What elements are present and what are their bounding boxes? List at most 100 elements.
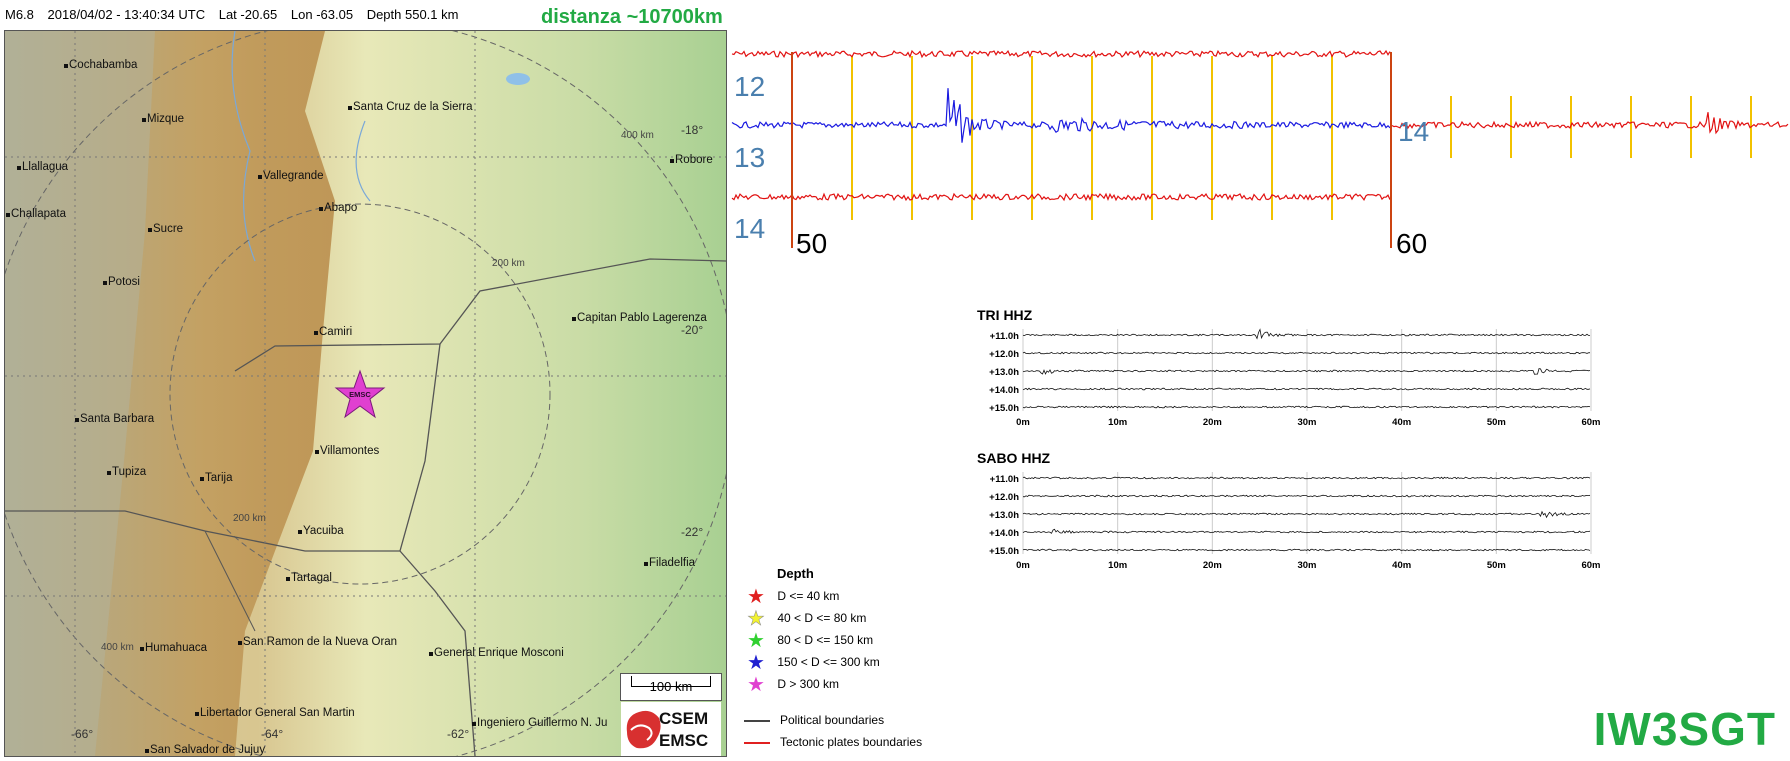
lake — [506, 73, 530, 85]
river — [355, 120, 371, 202]
logo-text-csem: CSEM — [659, 709, 708, 728]
seismogram-row-label: +11.0h — [990, 331, 1020, 342]
seismogram-tick-label: 10m — [1108, 560, 1127, 571]
city-label: Robore — [675, 154, 713, 166]
city-markers: Cochabamba Mizque Santa Cruz de la Sierr… — [6, 59, 713, 756]
lon-label: -62° — [447, 727, 469, 741]
radius-label: 400 km — [621, 130, 654, 141]
seismogram-plot: 0m 10m 20m 30m 40m 50m 60m +11.0h +12.0h +13.0h +1… — [989, 328, 1601, 428]
seismogram-tick-label: 40m — [1392, 417, 1411, 428]
seismogram-tick-label: 0m — [1016, 560, 1030, 571]
legend-line-item: Tectonic plates boundaries — [744, 732, 922, 752]
map-scale-bar: 100 km — [620, 673, 722, 701]
event-magnitude: M6.8 — [5, 7, 34, 22]
seismogram-row-label: +14.0h — [989, 528, 1019, 539]
seismogram-trace — [1022, 368, 1591, 375]
radius-label: 400 km — [101, 642, 134, 653]
seismogram-row-label: +14.0h — [989, 385, 1019, 396]
seismogram-trace — [1022, 510, 1591, 519]
event-lat: Lat -20.65 — [218, 7, 278, 22]
city-label: Santa Cruz de la Sierra — [353, 101, 473, 113]
seismogram-title: SABO HHZ — [977, 450, 1051, 466]
seismogram-sabo: SABO HHZ 0m 10m 20m 30m 40m 50m 60m +11.0h +12.0… — [975, 450, 1615, 580]
city-label: Tarija — [205, 472, 233, 484]
seismogram-row-label: +13.0h — [989, 367, 1019, 378]
emsc-logo[interactable]: CSEM EMSC — [621, 702, 721, 756]
radius-circle-200km — [169, 203, 551, 585]
radius-label: 200 km — [233, 513, 266, 524]
seismogram-row-label: +12.0h — [989, 349, 1019, 360]
seismogram-trace — [1022, 328, 1591, 340]
star-icon: ★ — [747, 585, 765, 608]
seismogram-plot: 0m 10m 20m 30m 40m 50m 60m +11.0h +12.0h +13.0h +1… — [989, 472, 1601, 571]
seismogram-trace — [1022, 494, 1591, 498]
city-label: Yacuiba — [303, 525, 344, 537]
legend-item: ★ 40 < D <= 80 km — [744, 607, 867, 630]
altiplano-relief — [5, 31, 155, 756]
political-boundary — [234, 258, 726, 372]
seismogram-trace — [1022, 548, 1591, 552]
lon-label: -66° — [71, 727, 93, 741]
city-label: Santa Barbara — [80, 413, 155, 425]
seismogram-tick-label: 60m — [1581, 560, 1600, 571]
city-label: Capitan Pablo Lagerenza — [577, 312, 707, 324]
event-datetime: 2018/04/02 - 13:40:34 UTC — [47, 7, 206, 22]
seismogram-tick-label: 20m — [1203, 560, 1222, 571]
city-label: Cochabamba — [69, 59, 138, 71]
event-lon: Lon -63.05 — [290, 7, 354, 22]
lon-label: -64° — [261, 727, 283, 741]
depth-legend: Depth ★ D <= 40 km ★ 40 < D <= 80 km ★ 8… — [744, 566, 994, 756]
seismogram-trace — [1022, 476, 1591, 480]
trace-label: 12 — [734, 71, 765, 102]
tectonic-boundary-swatch — [744, 741, 770, 744]
scale-bar-label: 100 km — [649, 679, 693, 694]
legend-title: Depth — [777, 566, 814, 581]
city-label: Sucre — [153, 223, 183, 235]
trace-line-14-continued — [1391, 112, 1789, 135]
city-label: Ingeniero Guillermo N. Ju — [477, 717, 607, 729]
seismogram-trace — [1022, 405, 1591, 409]
legend-line-item: Political boundaries — [744, 710, 884, 730]
city-label: Challapata — [11, 208, 67, 220]
city-label: General Enrique Mosconi — [434, 647, 564, 659]
seismogram-tick-label: 0m — [1016, 417, 1030, 428]
map-svg: EMSC Cochabamba Mizque Santa Cruz de la … — [5, 31, 726, 756]
star-icon: ★ — [747, 607, 765, 630]
minute-label: 60 — [1396, 228, 1427, 259]
event-header: M6.8 2018/04/02 - 13:40:34 UTC Lat -20.6… — [5, 4, 740, 28]
seismogram-tick-label: 40m — [1392, 560, 1411, 571]
seismogram-title: TRI HHZ — [977, 307, 1033, 323]
helicorder-panel: 12 13 14 14 50 60 — [730, 30, 1790, 270]
political-boundary — [204, 530, 256, 632]
lat-label: -22° — [681, 525, 703, 539]
station-callsign: IW3SGT — [1593, 703, 1776, 755]
event-depth: Depth 550.1 km — [366, 7, 459, 22]
city-label: Villamontes — [320, 445, 379, 457]
epicenter-label: EMSC — [349, 390, 371, 399]
seismogram-tick-label: 60m — [1581, 417, 1600, 428]
trace-label: 13 — [734, 142, 765, 173]
helicorder-svg: 12 13 14 14 50 60 — [731, 49, 1789, 259]
epicenter-map[interactable]: EMSC Cochabamba Mizque Santa Cruz de la … — [4, 30, 727, 757]
trace-label-continued: 14 — [1398, 116, 1429, 147]
seismogram-row-label: +15.0h — [989, 546, 1019, 557]
legend-line-label: Tectonic plates boundaries — [780, 735, 923, 749]
legend-item: ★ D > 300 km — [744, 674, 839, 695]
radius-label: 200 km — [492, 258, 525, 269]
trace-line-13 — [731, 88, 1391, 143]
city-label: Tupiza — [112, 466, 147, 478]
seismogram-tick-label: 50m — [1487, 417, 1506, 428]
star-icon: ★ — [747, 629, 765, 652]
trace-line-14 — [731, 192, 1391, 202]
legend-item: ★ 80 < D <= 150 km — [744, 629, 873, 652]
city-label: Filadelfia — [649, 557, 696, 569]
city-label: Humahuaca — [145, 642, 208, 654]
epicenter-star-icon[interactable] — [334, 369, 386, 419]
minute-markers — [851, 56, 1752, 220]
legend-item: ★ D <= 40 km — [744, 585, 839, 608]
lat-label: -18° — [681, 123, 703, 137]
scale-bar-line — [631, 676, 711, 687]
event-distance: distanza ~10700km — [541, 6, 723, 28]
legend-item-label: 150 < D <= 300 km — [777, 655, 880, 669]
seismogram-trace — [1022, 528, 1591, 534]
